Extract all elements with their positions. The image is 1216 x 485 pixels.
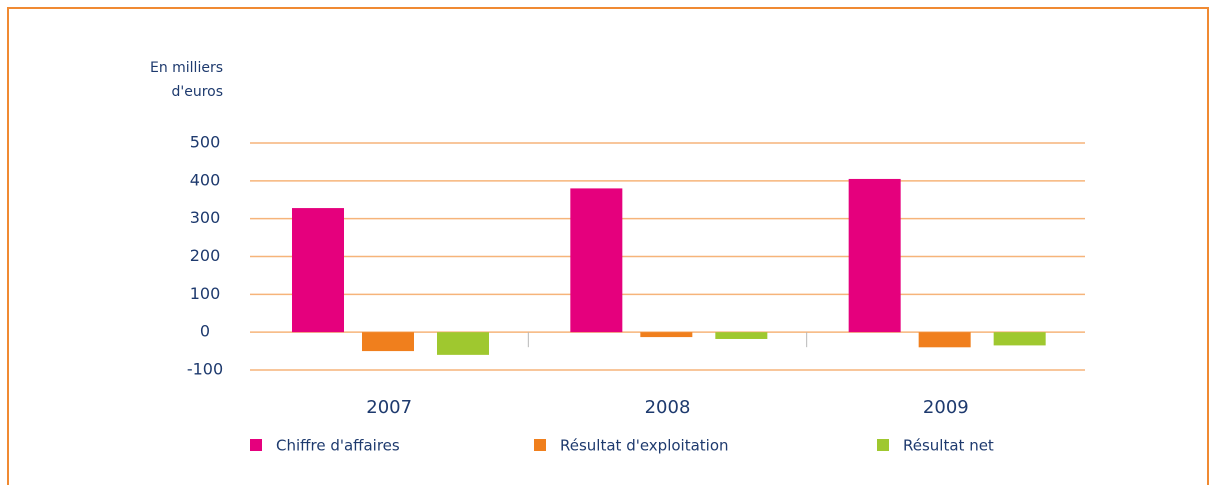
y-tick-label: 500	[190, 133, 221, 152]
bar	[640, 332, 693, 338]
legend-swatch	[250, 439, 262, 451]
bar	[993, 332, 1046, 346]
legend-label: Résultat net	[903, 437, 994, 455]
bar	[362, 332, 414, 352]
bar	[848, 178, 901, 333]
y-tick-label: 300	[190, 208, 221, 227]
bar	[570, 188, 623, 333]
legend-swatch	[534, 439, 546, 451]
frame	[7, 7, 1209, 485]
y-tick-label: 200	[190, 246, 221, 265]
y-tick-label: 100	[190, 284, 221, 303]
bar	[918, 332, 971, 348]
y-axis-label: d'euros	[171, 84, 223, 100]
x-tick-label: 2007	[366, 397, 412, 418]
x-tick-label: 2009	[923, 397, 969, 418]
x-tick-label: 2008	[645, 397, 691, 418]
y-tick-label: -100	[187, 360, 223, 379]
legend-label: Chiffre d'affaires	[276, 437, 400, 455]
legend-swatch	[877, 439, 889, 451]
bar	[437, 332, 489, 355]
bar	[715, 332, 768, 339]
legend-label: Résultat d'exploitation	[560, 437, 729, 455]
y-tick-label: 400	[190, 170, 221, 189]
bar	[292, 208, 344, 333]
y-tick-label: 0	[200, 322, 210, 341]
y-axis-label: En milliers	[150, 60, 223, 76]
